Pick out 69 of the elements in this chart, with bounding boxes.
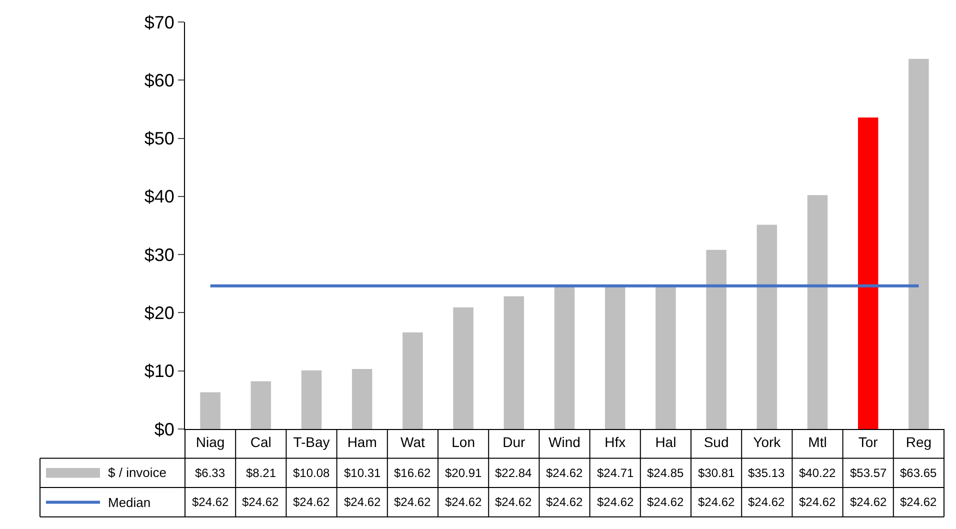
data-label: $24.62 <box>344 495 382 509</box>
data-label: $30.81 <box>698 466 736 480</box>
data-label: $24.62 <box>748 495 786 509</box>
data-label: $22.84 <box>495 466 532 480</box>
bar <box>604 285 626 429</box>
y-tick-label: $10 <box>144 361 174 382</box>
x-tick-label: Lon <box>452 434 475 450</box>
bar <box>352 369 372 429</box>
x-tick-label: Ham <box>347 434 377 450</box>
bar <box>250 381 272 429</box>
bar <box>858 118 878 429</box>
data-label: $35.13 <box>748 466 786 480</box>
data-label: $24.71 <box>597 466 634 480</box>
data-label: $40.22 <box>799 466 836 480</box>
data-label: $10.08 <box>293 466 330 480</box>
data-label: $10.31 <box>344 466 382 480</box>
x-tick-label: Hfx <box>604 434 626 450</box>
data-label: $24.62 <box>394 495 432 509</box>
y-tick-label: $70 <box>144 12 174 32</box>
data-label: $20.91 <box>445 466 482 480</box>
data-label: $24.62 <box>900 495 938 509</box>
data-label: $24.62 <box>698 495 736 509</box>
x-tick-label: Cal <box>250 434 272 450</box>
x-tick-label: York <box>753 434 782 450</box>
data-label: $24.62 <box>546 466 584 480</box>
x-tick-label: Tor <box>858 434 878 450</box>
x-tick-label: Niag <box>196 434 225 450</box>
y-tick-label: $20 <box>144 303 174 324</box>
y-tick-label: $60 <box>144 70 174 90</box>
bar <box>554 286 575 429</box>
data-label: $6.33 <box>195 466 226 480</box>
bar <box>756 224 778 429</box>
y-tick-label: $50 <box>144 128 174 149</box>
bar <box>807 195 828 429</box>
data-label: $53.57 <box>850 466 888 480</box>
legend-label: Median <box>108 495 151 510</box>
x-tick-label: Mtl <box>808 434 827 450</box>
x-tick-label: Wind <box>548 434 580 450</box>
data-label: $24.62 <box>546 495 584 509</box>
data-label: $24.62 <box>597 495 634 509</box>
data-label: $24.85 <box>647 466 684 480</box>
data-label: $8.21 <box>246 466 276 480</box>
y-tick-label: $0 <box>154 419 174 440</box>
data-label: $24.62 <box>647 495 684 509</box>
x-tick-label: T-Bay <box>293 434 330 450</box>
bar <box>402 332 423 429</box>
bar <box>453 307 474 429</box>
x-tick-label: Sud <box>704 434 729 450</box>
data-label: $16.62 <box>394 466 432 480</box>
bar <box>908 58 929 429</box>
y-tick-label: $40 <box>144 186 174 207</box>
data-label: $63.65 <box>900 466 938 480</box>
x-tick-label: Dur <box>502 434 526 450</box>
bar <box>504 296 524 429</box>
bar <box>301 370 322 429</box>
bar <box>200 392 220 429</box>
x-tick-label: Reg <box>906 434 932 450</box>
data-label: $24.62 <box>293 495 330 509</box>
x-tick-label: Hal <box>655 434 676 450</box>
x-tick-label: Wat <box>400 434 425 450</box>
legend-label: $ / invoice <box>108 465 167 480</box>
data-label: $24.62 <box>799 495 836 509</box>
data-label: $24.62 <box>192 495 230 509</box>
data-label: $24.62 <box>445 495 482 509</box>
data-label: $24.62 <box>242 495 280 509</box>
bar <box>706 250 726 429</box>
data-label: $24.62 <box>495 495 532 509</box>
data-label: $24.62 <box>850 495 888 509</box>
y-tick-label: $30 <box>144 244 174 265</box>
